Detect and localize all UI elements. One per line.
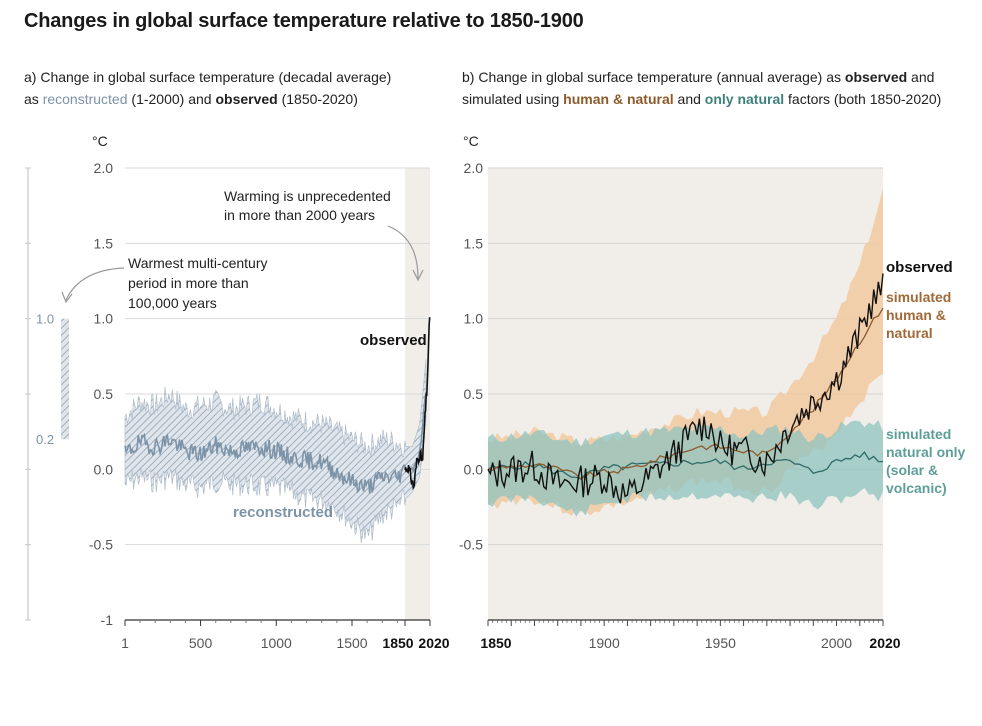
panel-b-subtitle-observed: observed	[844, 69, 908, 85]
panel-a-subtitle-line1: a) Change in global surface temperature …	[24, 69, 392, 85]
annotation-warmest-line: 100,000 years	[128, 295, 217, 311]
panel-a-x-tick: 1000	[261, 635, 292, 651]
panel-b-subtitle-simulated: simulated using	[462, 91, 560, 107]
panel-a-y-tick: -1	[101, 612, 114, 628]
panel-b-subtitle-human: human & natural	[563, 91, 674, 107]
panel-b-y-tick: 2.0	[464, 160, 484, 176]
panel-a-y-tick: 1.5	[94, 235, 114, 251]
panel-b-natural-label: simulated	[886, 426, 951, 442]
panel-a-subtitle-mid: (1-2000) and	[131, 91, 212, 107]
panel-b-subtitle-post: factors (both 1850-2020)	[788, 91, 942, 107]
side-bar-label-top: 1.0	[36, 312, 54, 327]
panel-b-y-tick: -0.5	[459, 537, 483, 553]
panel-a-subtitle-observed: observed	[215, 91, 278, 107]
panel-b-subtitle-line1: b) Change in global surface temperature …	[462, 69, 842, 85]
panel-b-subtitle-and2: and	[677, 91, 701, 107]
panel-a-x-tick: 1850	[382, 635, 413, 651]
panel-a-subtitle-as: as	[24, 91, 39, 107]
panel-a-observed-label: observed	[360, 332, 427, 349]
panel-a-x-tick: 1	[121, 635, 129, 651]
panel-b-y-tick: 1.5	[464, 235, 484, 251]
annotation-warmest-arrowhead	[61, 291, 73, 304]
panel-a-x-tick: 500	[189, 635, 213, 651]
panel-b-y-tick: 1.0	[464, 311, 484, 327]
panel-b-observed-label: observed	[886, 259, 953, 276]
panel-b-x-tick: 2020	[869, 635, 900, 651]
panel-b-human-label: natural	[886, 325, 933, 341]
panel-a-reconstructed-label: reconstructed	[233, 504, 333, 521]
panel-b-x-tick: 1950	[705, 635, 736, 651]
annotation-warmest-line: Warmest multi-century	[128, 255, 268, 271]
warmest-period-bar	[61, 318, 69, 440]
panel-a-subtitle-reconstructed: reconstructed	[42, 91, 128, 107]
panel-a-y-tick: 0.5	[94, 386, 114, 402]
panel-b-natural-label: volcanic)	[886, 480, 947, 496]
annotation-warming-arrow	[387, 225, 419, 279]
figure-title: Changes in global surface temperature re…	[24, 10, 584, 32]
annotation-warming-arrowhead	[412, 269, 424, 282]
panel-a-subtitle-post: (1850-2020)	[281, 91, 358, 107]
panel-a-y-tick: 0.0	[94, 461, 114, 477]
panel-a-subtitle: a) Change in global surface temperature …	[24, 66, 391, 110]
annotation-warmest-arrow	[65, 267, 125, 301]
panel-b-subtitle-natural: only natural	[704, 91, 785, 107]
reconstructed-uncertainty-band	[124, 359, 427, 544]
panel-b-unit: °C	[463, 133, 479, 149]
panel-b-y-tick: 0.0	[464, 461, 484, 477]
panel-a-unit: °C	[92, 133, 108, 149]
panel-b-observed-line	[487, 273, 884, 504]
panel-a-y-tick: 1.0	[94, 311, 114, 327]
panel-a-observed-line	[404, 317, 431, 491]
natural-only-line	[487, 451, 884, 480]
panel-a-y-tick: -0.5	[89, 537, 113, 553]
panel-b-human-label: human &	[886, 307, 946, 323]
panel-a-x-tick: 1500	[336, 635, 367, 651]
panel-a-y-tick: 2.0	[94, 160, 114, 176]
annotation-warming-line: Warming is unprecedented	[224, 188, 391, 204]
panel-b-x-tick: 1850	[480, 635, 511, 651]
panel-a-x-tick: 2020	[418, 635, 449, 651]
panel-b-subtitle: b) Change in global surface temperature …	[462, 66, 941, 110]
panel-b-subtitle-and: and	[911, 69, 935, 85]
annotation-warmest-line: period in more than	[128, 275, 249, 291]
panel-b-natural-label: natural only	[886, 444, 966, 460]
panel-b-x-tick: 2000	[821, 635, 852, 651]
annotation-warming-line: in more than 2000 years	[224, 207, 375, 223]
human-natural-line	[487, 307, 884, 480]
panel-b-x-tick: 1900	[589, 635, 620, 651]
panel-b-y-tick: 0.5	[464, 386, 484, 402]
natural-only-band	[488, 420, 883, 517]
reconstructed-line	[124, 391, 427, 494]
panel-b-natural-label: (solar &	[886, 462, 938, 478]
panel-b-human-label: simulated	[886, 289, 951, 305]
side-bar-label-bottom: 0.2	[36, 432, 54, 447]
